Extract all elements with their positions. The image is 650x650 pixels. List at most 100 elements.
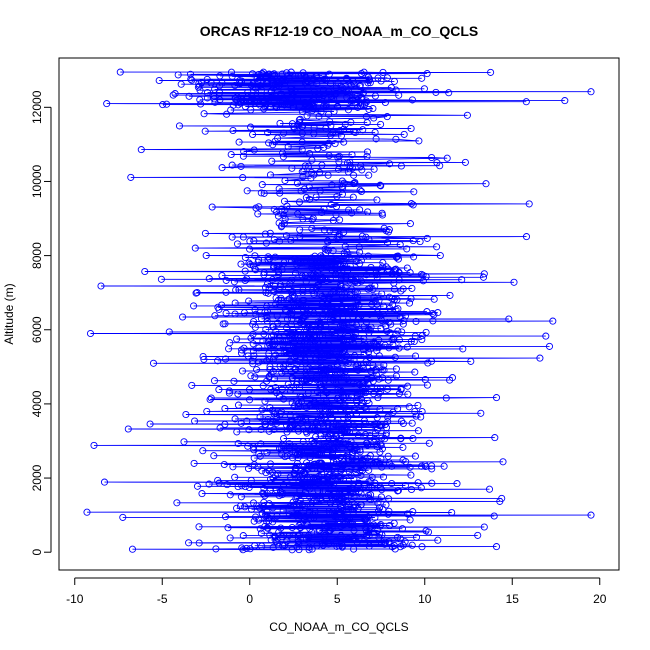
data-point [276, 281, 284, 289]
data-point [175, 122, 184, 130]
data-point [320, 143, 328, 152]
data-point [334, 386, 342, 394]
data-point [364, 73, 372, 81]
data-point [385, 537, 393, 546]
data-point [277, 294, 285, 302]
data-point [346, 513, 354, 521]
data-point [337, 281, 345, 289]
data-point [308, 287, 316, 295]
data-point [270, 70, 278, 78]
data-point [264, 256, 272, 264]
data-point [342, 272, 350, 280]
data-point [323, 246, 331, 254]
data-point [265, 514, 273, 522]
data-point [310, 496, 318, 504]
data-point [394, 305, 402, 313]
data-point [285, 440, 293, 448]
data-point [408, 419, 416, 427]
data-point [318, 470, 326, 478]
data-point [287, 288, 296, 296]
data-point [318, 349, 326, 357]
data-point [298, 138, 306, 146]
data-point [251, 513, 260, 521]
data-point [396, 313, 404, 321]
data-point [274, 539, 282, 547]
data-point [283, 329, 291, 337]
data-point [384, 452, 392, 460]
data-point [338, 542, 346, 550]
data-point [399, 443, 407, 451]
data-point [335, 439, 343, 447]
data-point [412, 533, 421, 541]
data-point [276, 488, 285, 496]
data-point [318, 161, 326, 169]
data-point [211, 312, 219, 320]
data-point [249, 130, 257, 139]
data-point [463, 111, 471, 119]
data-point [365, 495, 373, 503]
data-point [358, 166, 366, 174]
data-point [411, 368, 419, 376]
data-point [351, 178, 359, 187]
data-point [302, 324, 310, 333]
data-point [397, 162, 405, 170]
data-point [193, 288, 201, 297]
data-point [303, 459, 311, 467]
data-point [146, 420, 154, 428]
data-point [407, 295, 415, 303]
data-point [359, 341, 367, 350]
data-point [347, 505, 355, 513]
data-point [364, 285, 372, 293]
data-point [265, 372, 273, 380]
data-point [356, 446, 364, 454]
data-point [331, 287, 339, 295]
data-point [190, 302, 198, 310]
data-point [251, 373, 259, 381]
data-point [306, 454, 314, 462]
data-point [298, 108, 306, 116]
data-point [349, 313, 357, 321]
data-point [347, 484, 355, 492]
data-point [390, 519, 398, 527]
data-point [253, 74, 261, 82]
data-point [340, 489, 348, 497]
data-point [296, 486, 304, 494]
data-point [366, 326, 374, 334]
data-point [498, 494, 506, 502]
data-point [332, 432, 340, 440]
data-point [349, 302, 357, 310]
data-point [425, 439, 433, 447]
data-point [235, 286, 243, 294]
data-point [310, 400, 319, 408]
data-point [218, 301, 226, 309]
data-point [299, 333, 307, 341]
data-point [355, 479, 363, 487]
data-point [296, 226, 304, 234]
data-point [410, 253, 418, 261]
data-point [269, 468, 277, 476]
data-point [243, 275, 251, 283]
data-point [369, 104, 377, 113]
data-point [233, 428, 241, 436]
data-point [360, 417, 368, 425]
data-point [400, 316, 408, 325]
data-point [352, 257, 360, 265]
data-point [407, 471, 415, 479]
data-point [371, 282, 379, 290]
data-point [310, 124, 318, 132]
data-point [365, 542, 373, 550]
data-point [479, 273, 488, 281]
data-point [316, 494, 324, 503]
data-point [243, 187, 251, 195]
data-point [262, 469, 270, 477]
data-point [288, 329, 296, 337]
data-point [231, 94, 239, 102]
data-point [320, 205, 328, 213]
data-point [313, 348, 321, 356]
data-point [385, 293, 393, 301]
data-point [261, 283, 270, 291]
data-point [333, 542, 341, 550]
data-point [396, 241, 404, 249]
data-point [315, 441, 323, 449]
data-point [335, 269, 343, 278]
